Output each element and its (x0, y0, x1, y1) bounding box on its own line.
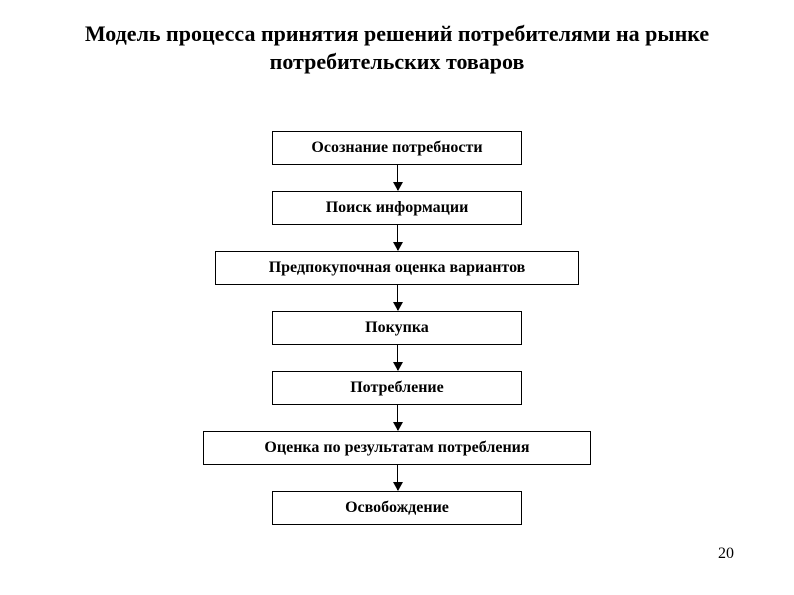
flow-node-n5: Потребление (272, 371, 522, 405)
flow-node-n6: Оценка по результатам потребления (203, 431, 591, 465)
flow-node-n4: Покупка (272, 311, 522, 345)
flow-node-n3: Предпокупочная оценка вариантов (215, 251, 579, 285)
flow-arrow-n1-n2 (397, 165, 398, 190)
flow-arrow-n2-n3 (397, 225, 398, 250)
page-number: 20 (718, 545, 734, 563)
flow-arrow-n3-n4 (397, 285, 398, 310)
flow-arrow-n6-n7 (397, 465, 398, 490)
flow-arrow-n5-n6 (397, 405, 398, 430)
flow-node-n2: Поиск информации (272, 191, 522, 225)
flow-arrow-n4-n5 (397, 345, 398, 370)
flow-node-n1: Осознание потребности (272, 131, 522, 165)
page-title: Модель процесса принятия решений потреби… (0, 20, 794, 75)
flow-node-n7: Освобождение (272, 491, 522, 525)
